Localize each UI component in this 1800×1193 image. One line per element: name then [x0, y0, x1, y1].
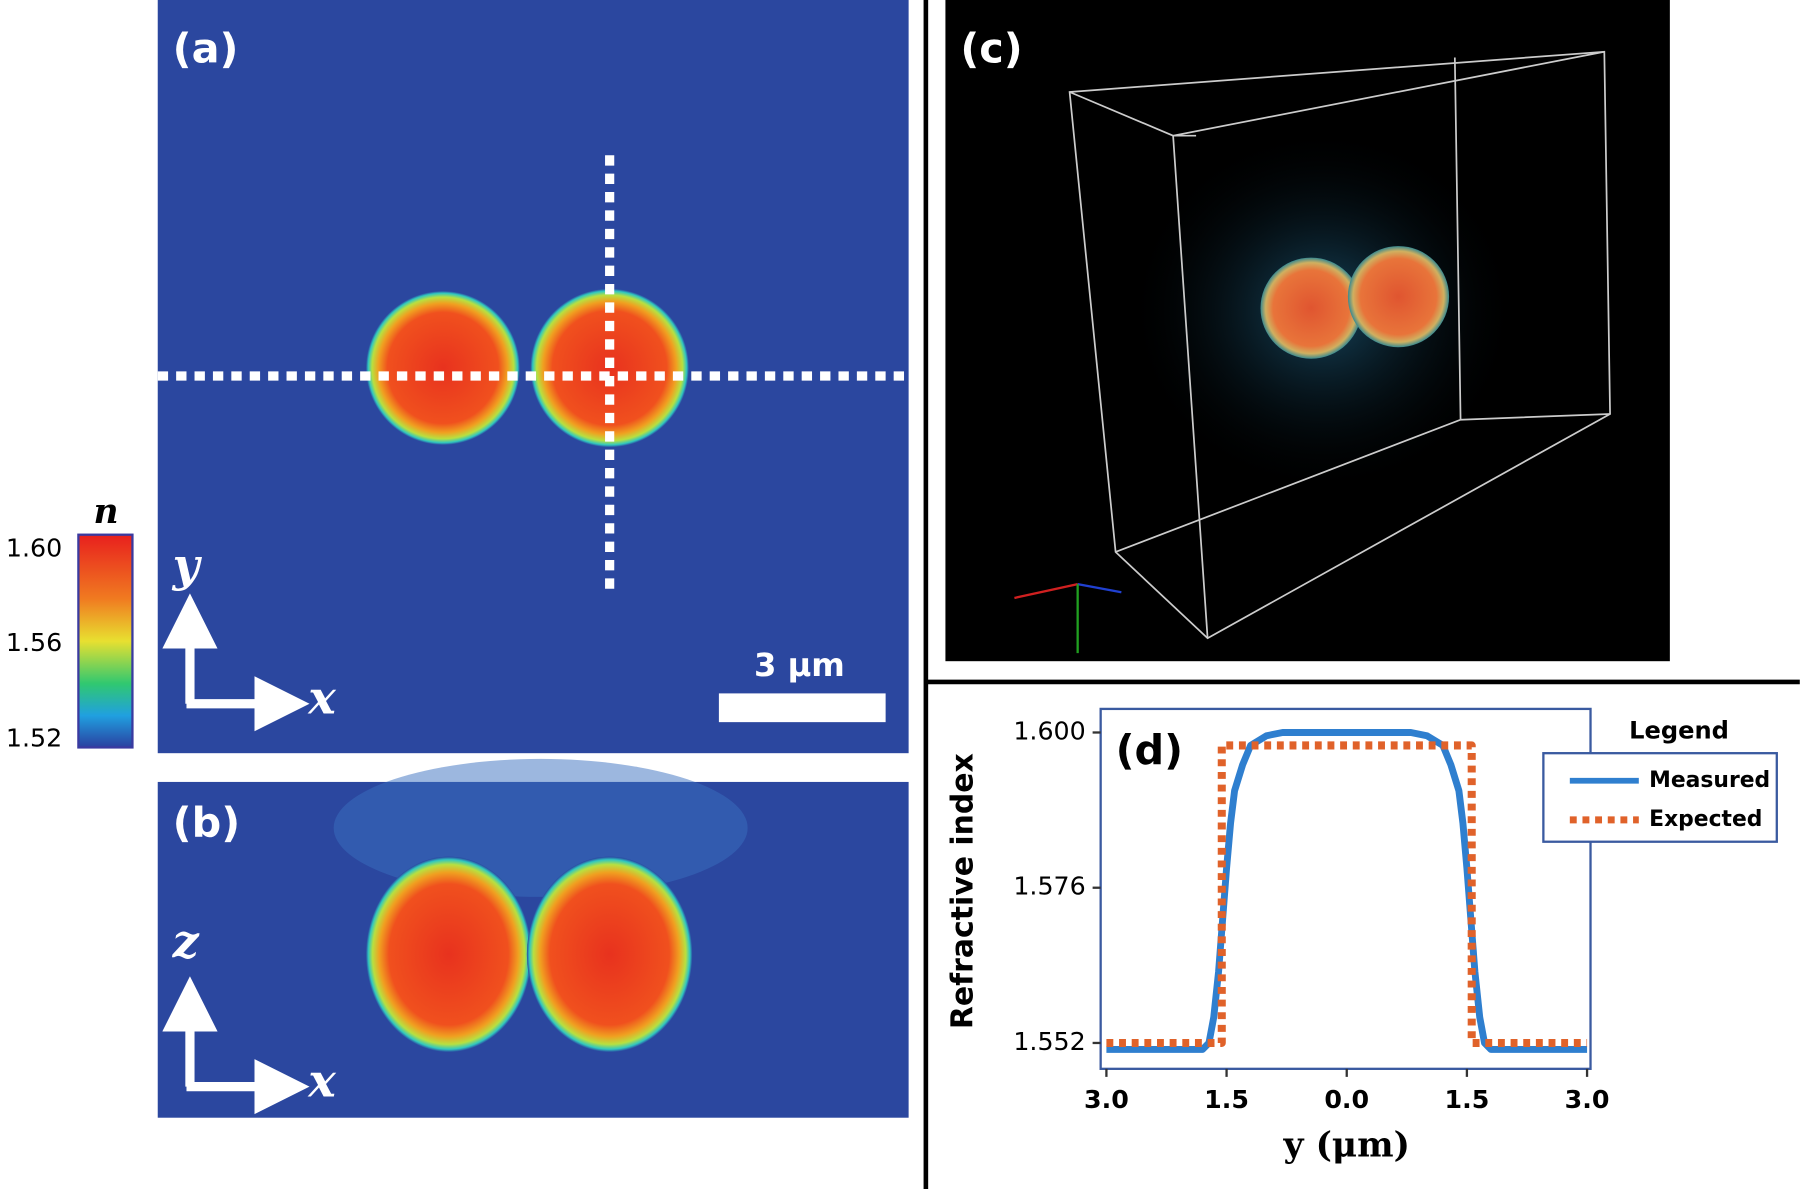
sphere [365, 856, 532, 1053]
y-tick-label: 1.576 [1013, 872, 1085, 901]
colorbar: n 1.60 1.56 1.52 [6, 492, 134, 752]
sphere [1260, 257, 1362, 359]
legend-label: Expected [1649, 807, 1762, 832]
colorbar-title: n [93, 492, 118, 532]
colorbar-tick: 1.52 [6, 723, 62, 752]
scale-bar [718, 693, 886, 723]
data-line [1106, 729, 1588, 1053]
bounding-box [1068, 50, 1611, 640]
data-line [1106, 741, 1588, 1047]
x-tick-label: 1.5 [1445, 1085, 1490, 1114]
panel-b: (b) z x [157, 758, 909, 1118]
sphere [1347, 246, 1450, 348]
sphere [526, 856, 693, 1053]
panel-a: (a) y x 3 μm [157, 0, 909, 754]
x-tick-label: 1.5 [1204, 1085, 1249, 1114]
axis-name: z [172, 914, 200, 968]
axis-name: y [172, 538, 203, 592]
halo [333, 758, 748, 897]
x-axis-label: y (μm) [1283, 1126, 1410, 1166]
axis-triad [1077, 583, 1122, 594]
sphere [365, 290, 520, 446]
panel-d: 1.552 1.576 1.600 3.0 1.5 0.0 1.5 3.0 Refractive… [945, 707, 1778, 1166]
legend-title: Legend [1629, 716, 1729, 744]
panel-label: (a) [173, 25, 239, 73]
axis-name: x [307, 670, 336, 724]
scale-bar-label: 3 μm [754, 646, 845, 684]
y-axis-label: Refractive index [945, 753, 980, 1029]
axis-name: x [307, 1053, 336, 1107]
x-tick-label: 3.0 [1084, 1085, 1129, 1114]
colorbar-tick: 1.56 [6, 628, 62, 657]
colorbar-scale [77, 533, 134, 749]
panel-label: (d) [1116, 726, 1183, 774]
legend-box [1542, 752, 1778, 843]
panel-label: (c) [960, 25, 1022, 73]
x-tick-label: 0.0 [1324, 1085, 1369, 1114]
panel-label: (b) [173, 799, 240, 847]
axis-triad [1014, 583, 1078, 600]
colorbar-tick: 1.60 [6, 534, 62, 563]
panel-c: (c) [945, 0, 1670, 662]
legend-label: Measured [1649, 768, 1770, 793]
y-tick-label: 1.552 [1013, 1027, 1085, 1056]
x-tick-label: 3.0 [1565, 1085, 1610, 1114]
y-tick-label: 1.600 [1013, 716, 1085, 745]
